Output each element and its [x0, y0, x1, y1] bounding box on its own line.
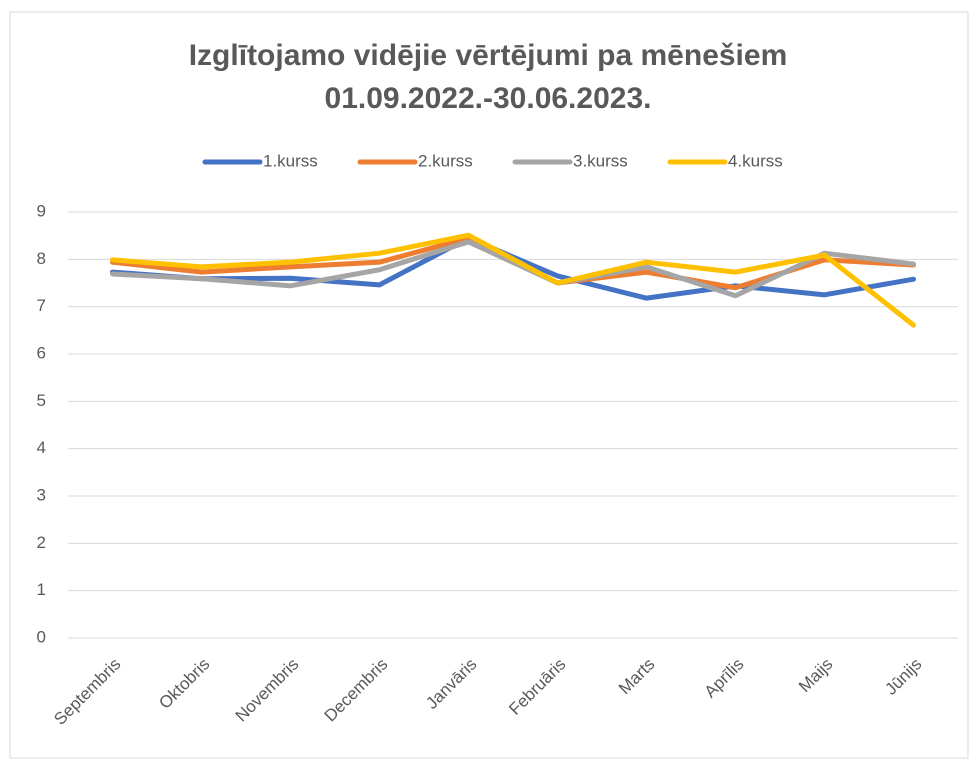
y-tick-label: 2: [37, 533, 46, 552]
y-tick-label: 5: [37, 391, 46, 410]
y-tick-label: 3: [37, 485, 46, 504]
series-line: [110, 239, 916, 299]
y-tick-label: 9: [37, 201, 46, 220]
chart-border: [9, 11, 969, 759]
y-tick-label: 6: [37, 343, 46, 362]
legend-label: 2.kurss: [418, 151, 473, 170]
chart-title: 01.09.2022.-30.06.2023.: [325, 82, 652, 115]
y-tick-label: 8: [37, 249, 46, 268]
chart-title: Izglītojamo vidējie vērtējumi pa mēnešie…: [189, 39, 788, 72]
series-line: [110, 232, 916, 328]
y-tick-label: 1: [37, 580, 46, 599]
y-tick-label: 4: [37, 438, 46, 457]
legend-label: 3.kurss: [573, 151, 628, 170]
legend-label: 4.kurss: [728, 151, 783, 170]
legend-label: 1.kurss: [263, 151, 318, 170]
y-tick-label: 7: [37, 296, 46, 315]
y-tick-label: 0: [37, 627, 46, 646]
